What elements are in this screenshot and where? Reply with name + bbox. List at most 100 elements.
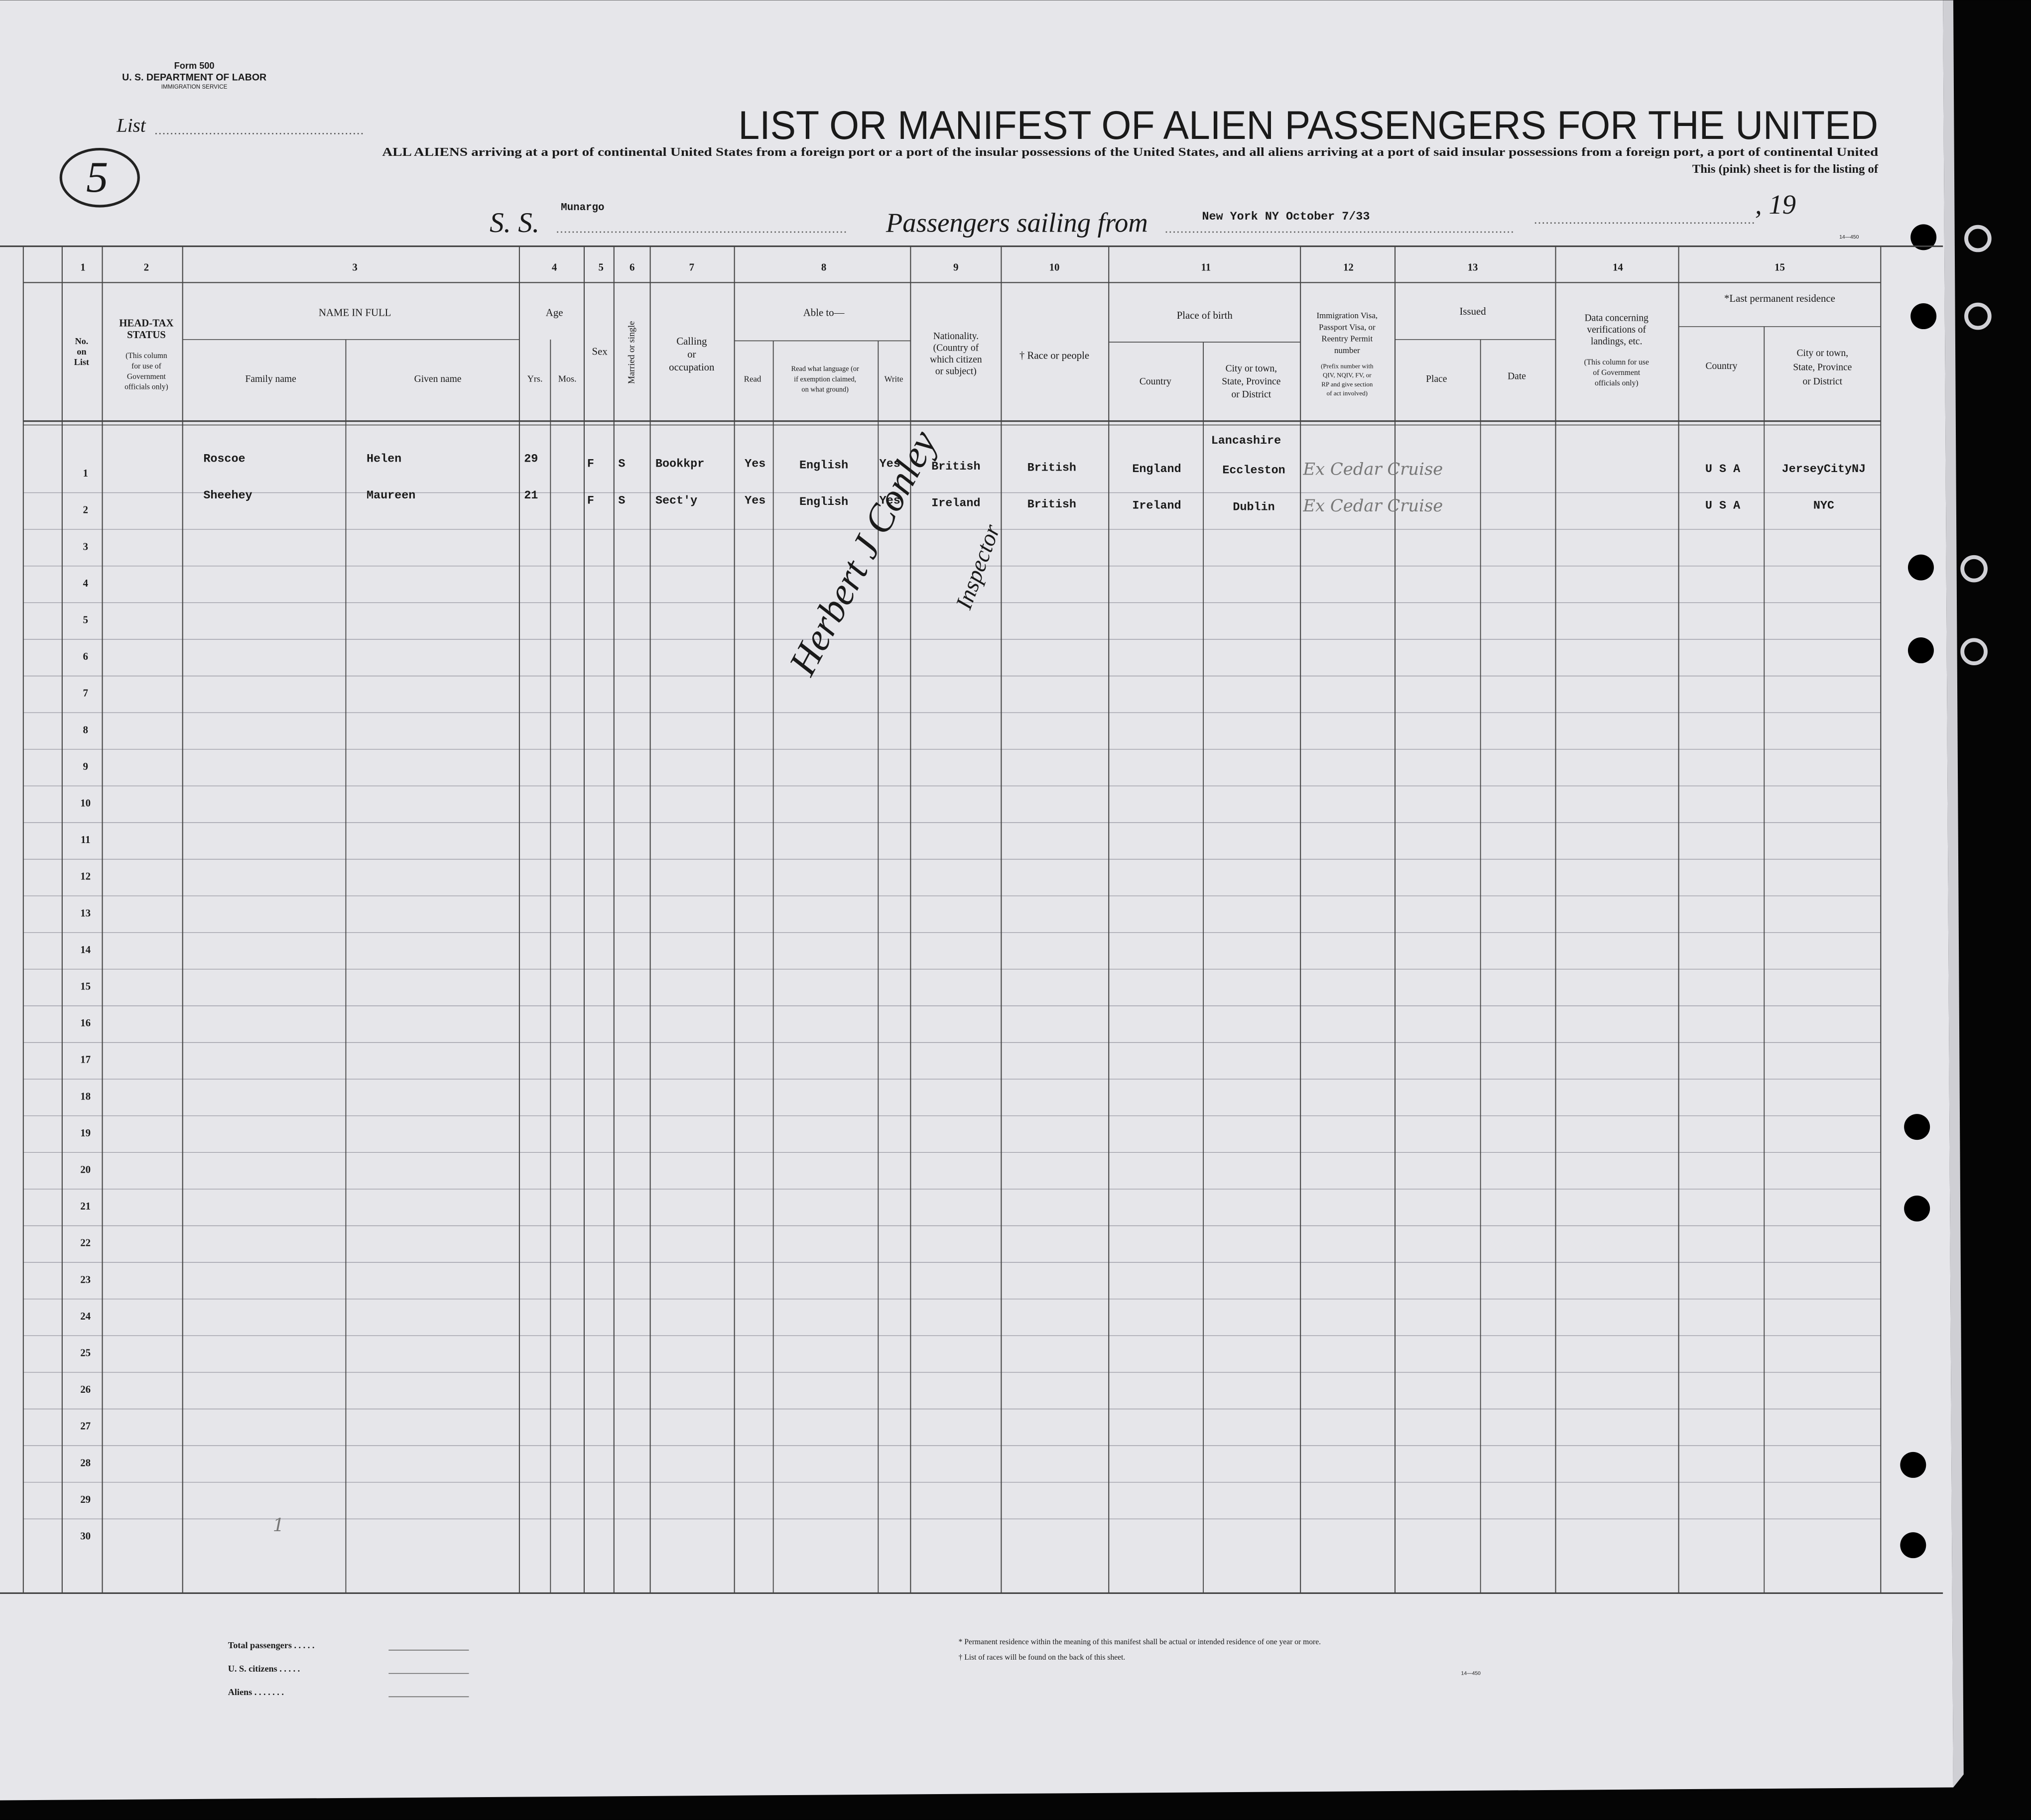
- cell-read: Yes: [745, 458, 765, 471]
- column-number: 11: [1201, 262, 1211, 273]
- column-header: RP and give section: [1321, 380, 1373, 388]
- column-number: 5: [599, 262, 604, 273]
- row-number: 23: [80, 1274, 91, 1285]
- column-header: or subject): [935, 366, 977, 376]
- column-header: Married or single: [626, 321, 636, 384]
- cell-read: Yes: [745, 494, 765, 507]
- column-header: Reentry Permit: [1321, 334, 1373, 344]
- row-number: 10: [80, 798, 91, 809]
- cell-given-name: Maureen: [367, 489, 415, 502]
- column-header: Place of birth: [1177, 310, 1233, 321]
- cell-family-name: Roscoe: [203, 453, 245, 466]
- column-number: 2: [144, 262, 149, 273]
- form-number: Form 500: [174, 61, 215, 71]
- total-label: U. S. citizens . . . . .: [228, 1664, 300, 1674]
- column-number: 10: [1049, 262, 1060, 273]
- column-header: Issued: [1460, 306, 1487, 317]
- row-number: 7: [83, 688, 88, 699]
- row-number: 22: [80, 1237, 91, 1249]
- cell-sex: F: [587, 494, 594, 507]
- column-header: Family name: [245, 374, 296, 384]
- cell-residence-city: JerseyCityNJ: [1782, 463, 1866, 476]
- column-header: of Government: [1593, 368, 1641, 377]
- cell-nationality: Ireland: [931, 497, 980, 510]
- cell-visa: Ex Cedar Cruise: [1302, 496, 1443, 515]
- column-header: Read: [744, 374, 762, 383]
- column-header: Yrs.: [527, 374, 543, 384]
- ship-label: S. S.: [490, 207, 539, 239]
- column-header: of act involved): [1327, 389, 1368, 397]
- column-header: or District: [1802, 376, 1842, 387]
- ship-name: Munargo: [561, 202, 604, 214]
- column-header: City or town,: [1797, 348, 1848, 359]
- row-number: 12: [80, 871, 91, 882]
- cell-nationality: British: [931, 461, 980, 474]
- column-header: (This column for use: [1584, 358, 1649, 366]
- cell-write: Yes: [880, 458, 900, 471]
- title: LIST OR MANIFEST OF ALIEN PASSENGERS FOR…: [738, 103, 1878, 148]
- column-header: State, Province: [1222, 376, 1280, 387]
- column-header: Government: [127, 372, 166, 381]
- column-header: (Country of: [933, 343, 979, 354]
- row-number: 16: [80, 1017, 91, 1029]
- column-header: Able to—: [803, 307, 845, 319]
- list-label: List: [116, 115, 146, 136]
- ring-holes: [1960, 225, 1992, 665]
- list-number: 5: [86, 153, 108, 202]
- row-number: 26: [80, 1384, 91, 1395]
- column-number: 7: [689, 262, 694, 273]
- paper-edge: [1943, 0, 1964, 1788]
- cell-residence-city: NYC: [1813, 500, 1834, 513]
- row-number: 15: [80, 981, 91, 992]
- cell-occupation: Bookkpr: [655, 458, 704, 471]
- subtitle-line: ALL ALIENS arriving at a port of contine…: [382, 145, 1878, 159]
- column-header: † Race or people: [1019, 350, 1089, 361]
- column-header: (Prefix number with: [1321, 362, 1374, 369]
- column-header: officials only): [125, 383, 168, 391]
- row-number: 9: [83, 761, 88, 772]
- column-header: Age: [546, 307, 563, 319]
- row-number: 3: [83, 541, 88, 552]
- footnote: * Permanent residence within the meaning…: [959, 1638, 1321, 1646]
- row-number: 28: [80, 1457, 91, 1468]
- row-number: 19: [80, 1127, 91, 1139]
- column-header: if exemption claimed,: [794, 375, 856, 383]
- list-circle: [59, 147, 140, 208]
- subtitle-line: This (pink) sheet is for the listing of: [1692, 162, 1879, 176]
- column-header: QIV, NQIV, FV, or: [1323, 371, 1372, 379]
- column-header: which citizen: [930, 355, 982, 365]
- column-number: 4: [552, 262, 557, 273]
- column-header: landings, etc.: [1591, 337, 1642, 347]
- column-header: or: [687, 349, 696, 360]
- column-header: on what ground): [801, 386, 849, 394]
- column-header: Passport Visa, or: [1319, 322, 1376, 332]
- cell-occupation: Sect'y: [655, 494, 697, 507]
- column-header: on: [77, 347, 86, 357]
- column-header: List: [74, 357, 89, 367]
- column-header: No.: [75, 336, 88, 346]
- cell-race: British: [1027, 498, 1076, 511]
- row-number: 27: [80, 1421, 91, 1432]
- cell-marital: S: [618, 458, 625, 471]
- punch-holes: [1900, 224, 1937, 1559]
- column-number: 9: [953, 262, 958, 273]
- column-header: *Last permanent residence: [1724, 293, 1835, 304]
- cell-given-name: Helen: [367, 453, 401, 466]
- cell-sex: F: [587, 458, 594, 471]
- column-header: Date: [1508, 371, 1526, 382]
- column-number: 8: [821, 262, 826, 273]
- column-header: number: [1334, 346, 1360, 355]
- column-header: officials only): [1595, 379, 1639, 387]
- row-number: 11: [81, 834, 91, 846]
- column-header: Country: [1705, 361, 1737, 371]
- row-number: 17: [80, 1054, 91, 1066]
- cell-birth-country: Ireland: [1132, 500, 1181, 513]
- column-header: or District: [1232, 389, 1271, 400]
- row-number: 24: [80, 1311, 91, 1322]
- row-number: 6: [83, 651, 88, 662]
- column-header: State, Province: [1793, 363, 1852, 373]
- column-number: 6: [630, 262, 635, 273]
- column-header: Sex: [592, 346, 608, 358]
- sailing-from: New York NY October 7/33: [1202, 211, 1370, 224]
